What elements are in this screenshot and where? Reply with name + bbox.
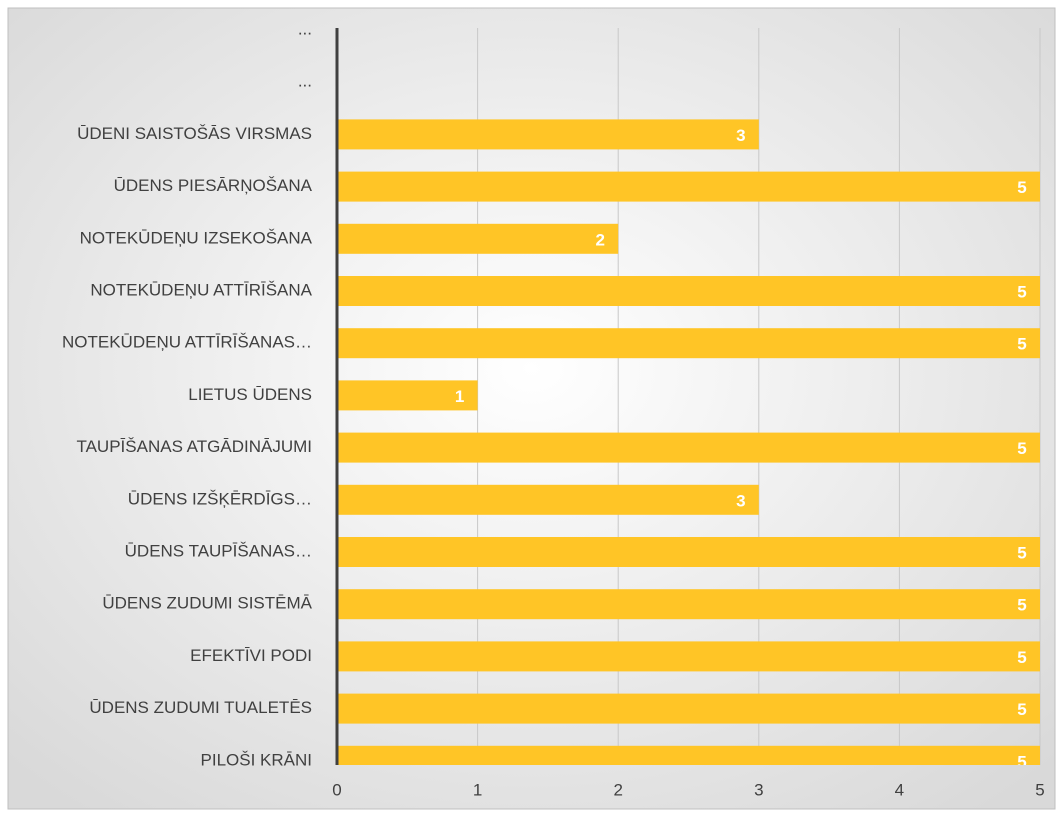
y-tick-label: NOTEKŪDEŅU ATTĪRĪŠANA	[90, 280, 312, 299]
data-label: 5	[1017, 700, 1026, 719]
bar	[337, 537, 1040, 567]
data-label: 5	[1017, 596, 1026, 615]
y-tick-label: ŪDENI SAISTOŠĀS VIRSMAS	[77, 124, 312, 143]
x-tick-label: 1	[473, 780, 482, 799]
bar	[337, 223, 619, 254]
x-tick-label: 4	[895, 780, 904, 799]
y-tick-label: ŪDENS ZUDUMI TUALETĒS	[89, 698, 312, 717]
data-label: 5	[1017, 282, 1026, 301]
y-tick-label: ŪDENS ZUDUMI SISTĒMĀ	[102, 594, 312, 613]
y-tick-label: PILOŠI KRĀNI	[201, 750, 312, 769]
y-tick-label: NOTEKŪDEŅU IZSEKOŠANA	[80, 228, 313, 247]
bar	[337, 745, 1040, 765]
x-tick-label: 0	[332, 780, 341, 799]
data-label: 5	[1017, 752, 1026, 771]
data-label: 5	[1017, 178, 1026, 197]
y-tick-label: ŪDENS PIESĀRŅOŠANA	[114, 176, 313, 195]
plot-area: 3 5 2 5 5 1 5 3 5 5 5 5 5	[337, 119, 1040, 771]
bar	[337, 276, 1040, 306]
bar	[337, 328, 1040, 359]
y-tick-label: ...	[298, 19, 312, 38]
data-label: 5	[1017, 648, 1026, 667]
bar	[337, 119, 759, 150]
data-label: 3	[736, 491, 745, 510]
data-label: 1	[455, 387, 464, 406]
data-label: 5	[1017, 543, 1026, 562]
bar	[337, 693, 1040, 724]
bar	[337, 589, 1040, 620]
y-tick-label: ...	[298, 72, 312, 91]
y-tick-label: EFEKTĪVI PODI	[190, 646, 312, 665]
bar	[337, 641, 1040, 672]
bar	[337, 380, 478, 411]
bar	[337, 432, 1040, 463]
x-tick-label: 5	[1035, 780, 1044, 799]
data-label: 5	[1017, 439, 1026, 458]
x-tick-label: 2	[613, 780, 622, 799]
data-label: 5	[1017, 335, 1026, 354]
y-tick-label: TAUPĪŠANAS ATGĀDINĀJUMI	[76, 437, 312, 456]
x-tick-label: 3	[754, 780, 763, 799]
data-label: 3	[736, 126, 745, 145]
data-label: 2	[595, 230, 604, 249]
bar	[337, 484, 759, 515]
y-tick-label: LIETUS ŪDENS	[188, 385, 312, 404]
y-tick-label: ŪDENS IZŠĶĒRDĪGS…	[128, 489, 312, 508]
y-tick-label: ŪDENS TAUPĪŠANAS…	[125, 541, 312, 560]
bar	[337, 171, 1040, 202]
y-tick-label: NOTEKŪDEŅU ATTĪRĪŠANAS…	[62, 333, 312, 352]
